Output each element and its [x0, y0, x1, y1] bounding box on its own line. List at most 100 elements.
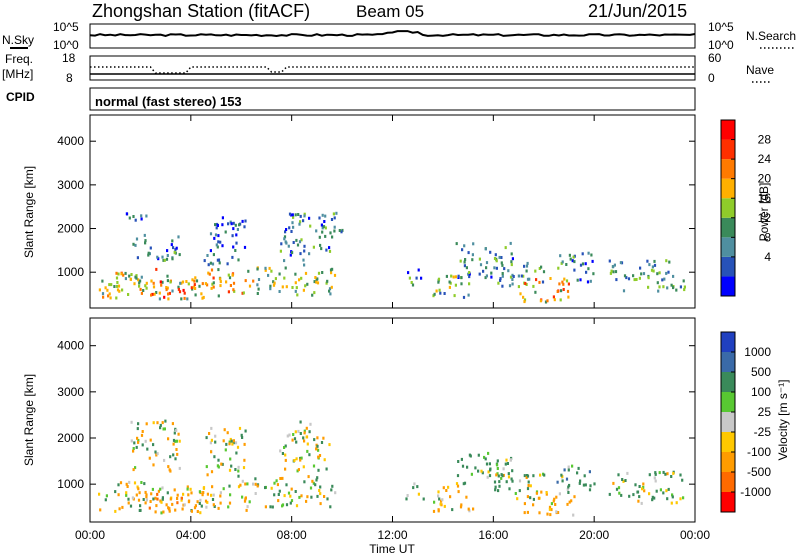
- echo-cell: [298, 278, 301, 282]
- echo-cell: [493, 480, 497, 484]
- echo-cell: [173, 250, 176, 254]
- echo-cell: [589, 484, 592, 488]
- echo-cell: [569, 257, 572, 261]
- echo-cell: [657, 289, 660, 293]
- echo-cell: [203, 259, 206, 263]
- echo-cell: [193, 283, 196, 287]
- echo-cell: [237, 474, 240, 478]
- echo-cell: [622, 479, 625, 483]
- echo-cell: [457, 274, 460, 278]
- echo-cell: [653, 259, 656, 263]
- echo-cell: [507, 475, 511, 479]
- echo-cell: [501, 263, 504, 267]
- echo-cell: [267, 273, 270, 277]
- echo-cell: [507, 472, 510, 476]
- echo-cell: [672, 286, 675, 290]
- echo-cell: [163, 258, 166, 262]
- power-y-axis: 4000 3000 2000 1000: [57, 134, 695, 279]
- echo-cell: [206, 473, 209, 477]
- echo-cell: [176, 493, 179, 497]
- echo-cell: [219, 501, 222, 505]
- echo-cell: [193, 506, 197, 510]
- echo-cell: [230, 464, 233, 468]
- echo-cell: [498, 480, 501, 484]
- echo-cell: [165, 286, 168, 289]
- echo-cell: [459, 259, 462, 263]
- echo-cell: [663, 277, 666, 281]
- echo-cell: [216, 224, 219, 227]
- echo-cell: [463, 264, 466, 268]
- echo-cell: [679, 285, 682, 289]
- echo-cell: [283, 276, 286, 280]
- echo-cell: [679, 473, 682, 477]
- echo-cell: [154, 510, 157, 514]
- echo-cell: [510, 252, 513, 256]
- echo-cell: [178, 439, 181, 443]
- echo-cell: [242, 466, 246, 470]
- echo-cell: [140, 275, 143, 279]
- echo-cell: [548, 505, 552, 509]
- echo-cell: [155, 267, 158, 271]
- echo-cell: [440, 499, 443, 503]
- echo-cell: [211, 485, 214, 489]
- echo-cell: [502, 473, 505, 477]
- echo-cell: [523, 474, 526, 478]
- echo-cell: [321, 230, 324, 234]
- echo-cell: [448, 280, 451, 284]
- echo-cell: [583, 474, 586, 478]
- echo-cell: [290, 230, 293, 233]
- echo-cell: [553, 497, 556, 501]
- echo-cell: [144, 239, 147, 243]
- power-marks: [98, 211, 686, 304]
- colorbar-tick-label: 16: [758, 191, 772, 205]
- echo-cell: [610, 269, 613, 273]
- echo-cell: [493, 257, 497, 260]
- echo-cell: [467, 293, 470, 297]
- echo-cell: [264, 486, 267, 490]
- echo-cell: [520, 274, 523, 278]
- echo-cell: [319, 243, 322, 247]
- echo-cell: [161, 497, 164, 501]
- echo-cell: [329, 231, 332, 235]
- echo-cell: [181, 507, 184, 511]
- echo-cell: [137, 487, 140, 491]
- echo-cell: [576, 278, 579, 282]
- echo-cell: [241, 495, 244, 499]
- echo-cell: [539, 473, 542, 477]
- echo-cell: [148, 252, 151, 256]
- echo-cell: [328, 246, 331, 250]
- echo-cell: [648, 473, 651, 477]
- echo-cell: [208, 272, 211, 276]
- colorbar-frame: [720, 119, 736, 297]
- echo-cell: [229, 284, 232, 287]
- echo-cell: [210, 438, 213, 442]
- echo-cell: [320, 223, 323, 227]
- echo-cell: [217, 234, 220, 238]
- echo-cell: [216, 245, 219, 249]
- echo-cell: [437, 509, 440, 513]
- echo-cell: [460, 457, 463, 461]
- echo-cell: [648, 492, 651, 496]
- colorbar-tick-label: 28: [758, 133, 772, 147]
- echo-cell: [445, 274, 448, 278]
- echo-cell: [672, 471, 675, 475]
- echo-cell: [495, 473, 498, 477]
- echo-cell: [177, 235, 180, 239]
- y-tick-label: 1000: [57, 265, 84, 279]
- echo-cell: [159, 280, 162, 284]
- echo-cell: [136, 256, 139, 260]
- freq-label: Freq.: [5, 52, 33, 66]
- echo-cell: [271, 505, 274, 509]
- echo-cell: [270, 269, 273, 273]
- echo-cell: [130, 420, 133, 424]
- echo-cell: [165, 288, 168, 292]
- colorbar-tick-label: -500: [747, 465, 771, 479]
- echo-cell: [658, 471, 661, 475]
- echo-cell: [640, 501, 643, 505]
- echo-cell: [232, 281, 236, 285]
- echo-cell: [306, 495, 309, 499]
- echo-cell: [320, 441, 324, 444]
- echo-cell: [544, 300, 548, 304]
- echo-cell: [225, 280, 228, 284]
